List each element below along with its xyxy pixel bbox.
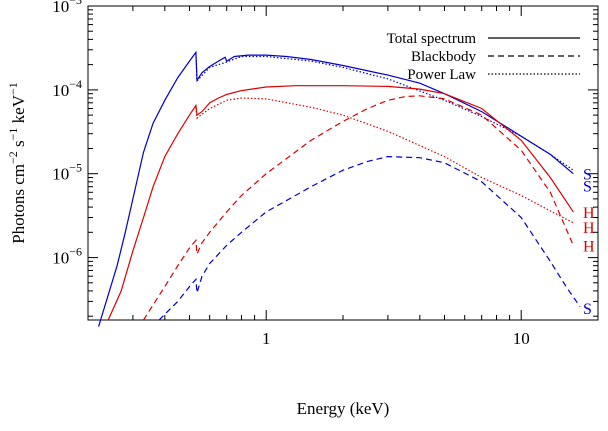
- x-tick-label: 10: [513, 329, 530, 348]
- series-s-total: [98, 50, 574, 327]
- legend-label: Power Law: [407, 67, 476, 83]
- x-tick-label: 1: [262, 329, 271, 348]
- legend-label: Blackbody: [411, 49, 476, 65]
- state-label: S: [583, 301, 592, 318]
- series-s-power-law: [195, 52, 574, 171]
- spectrum-curves: [98, 50, 581, 327]
- legend-label: Total spectrum: [387, 31, 477, 47]
- y-tick-label: 10−4: [52, 77, 82, 100]
- state-label: H: [583, 220, 595, 237]
- series-h-power-law: [195, 97, 574, 224]
- y-tick-label: 10−6: [52, 245, 82, 268]
- state-label: S: [583, 167, 592, 184]
- state-label: H: [583, 238, 595, 255]
- x-axis-label: Energy (keV): [297, 399, 390, 418]
- legend: Total spectrum Blackbody Power Law: [387, 31, 580, 83]
- series-s-blackbody: [158, 155, 581, 321]
- series-h-total: [107, 85, 574, 321]
- state-label: S: [583, 179, 592, 196]
- plot-frame: [87, 5, 599, 321]
- series-h-blackbody: [142, 95, 574, 321]
- y-axis-label: Photons cm−2 s−1 keV−1: [6, 82, 28, 244]
- y-tick-label: 10−5: [52, 161, 82, 184]
- state-label: H: [583, 205, 595, 222]
- y-tick-label: 10−3: [52, 0, 82, 16]
- axis-ticks: 1 10 10−6 10−5 10−4 10−3: [52, 0, 599, 348]
